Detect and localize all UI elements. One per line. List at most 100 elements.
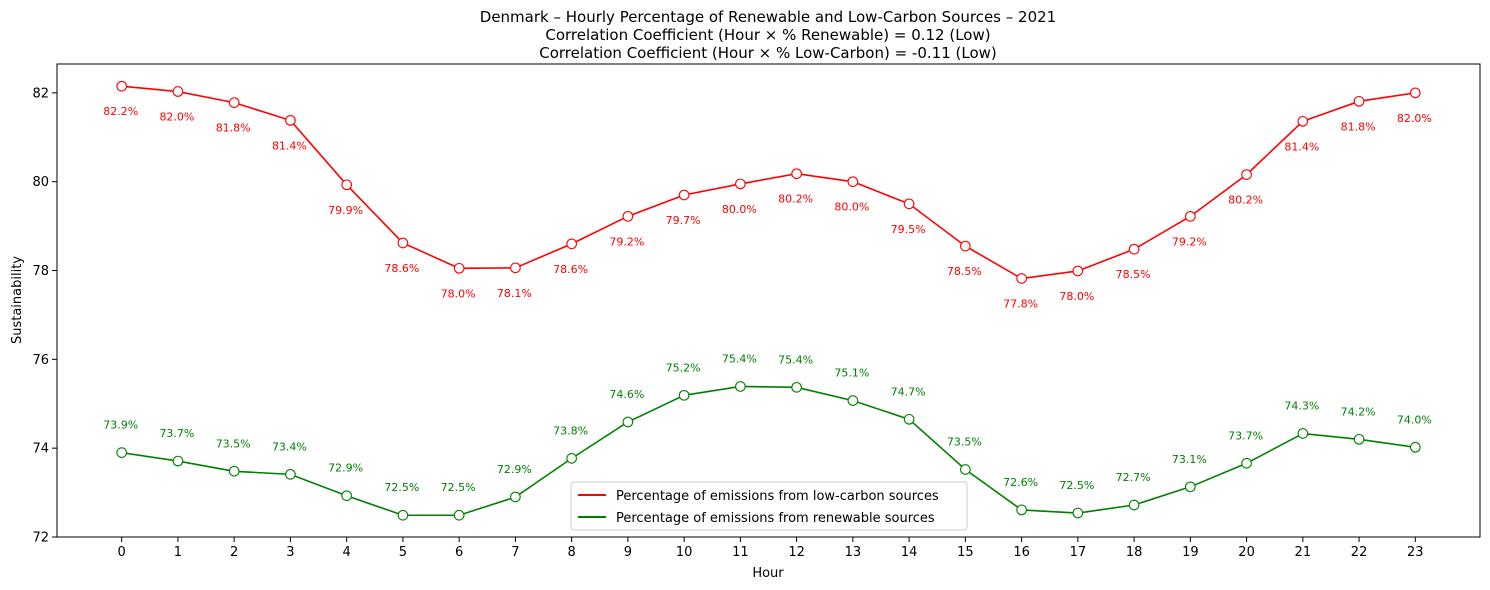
x-tick-label: 14 xyxy=(901,545,918,560)
x-tick-label: 9 xyxy=(624,545,632,560)
data-point xyxy=(903,413,915,425)
y-tick-label: 80 xyxy=(32,175,49,190)
data-label: 73.9% xyxy=(103,419,138,432)
data-label: 78.0% xyxy=(1059,290,1094,303)
x-tick-label: 11 xyxy=(732,545,749,560)
title-line-3: Correlation Coefficient (Hour × % Low-Ca… xyxy=(539,44,997,62)
data-point xyxy=(397,509,409,521)
x-tick-label: 0 xyxy=(118,545,126,560)
data-label: 74.3% xyxy=(1284,400,1319,413)
data-label: 82.0% xyxy=(159,111,194,124)
data-point xyxy=(960,240,971,252)
data-label: 82.2% xyxy=(103,105,138,118)
x-tick-label: 4 xyxy=(343,545,351,560)
legend-label-renewable: Percentage of emissions from renewable s… xyxy=(616,511,935,526)
data-point xyxy=(1072,265,1084,277)
data-point xyxy=(1184,210,1196,222)
data-point xyxy=(960,464,971,475)
data-label: 78.0% xyxy=(441,287,476,300)
data-point xyxy=(510,491,521,503)
data-point xyxy=(1184,481,1196,493)
x-axis: 0 1 2 3 4 5 6 7 8 9 10 11 12 13 14 15 16 17 18 19 20 21 22 23 xyxy=(118,537,1424,560)
x-tick-label: 23 xyxy=(1407,545,1424,560)
data-point xyxy=(341,490,353,502)
data-label: 72.7% xyxy=(1116,471,1151,484)
data-label: 73.4% xyxy=(272,440,307,453)
data-point xyxy=(791,381,802,393)
data-point xyxy=(903,198,915,210)
data-point xyxy=(116,447,128,458)
data-point xyxy=(341,179,353,191)
x-tick-label: 7 xyxy=(511,545,519,560)
data-point xyxy=(622,416,634,428)
data-label: 72.9% xyxy=(328,462,363,475)
legend-box xyxy=(570,481,968,531)
data-label: 77.8% xyxy=(1003,298,1038,311)
x-tick-label: 21 xyxy=(1295,545,1312,560)
data-label: 80.0% xyxy=(722,203,757,216)
data-point xyxy=(228,465,240,477)
data-label: 72.6% xyxy=(1003,476,1038,489)
data-label: 72.5% xyxy=(1059,479,1094,492)
data-point xyxy=(1297,428,1309,439)
data-label: 72.9% xyxy=(497,463,532,476)
data-label: 79.9% xyxy=(328,204,363,217)
title-line-2: Correlation Coefficient (Hour × % Renewa… xyxy=(545,26,990,44)
data-point xyxy=(678,389,690,401)
data-point xyxy=(847,176,859,188)
y-tick-label: 78 xyxy=(32,264,49,279)
data-label: 73.7% xyxy=(159,427,194,440)
data-point xyxy=(1297,115,1309,127)
data-point xyxy=(1353,433,1365,445)
data-label: 78.1% xyxy=(497,287,532,300)
x-tick-label: 19 xyxy=(1182,545,1199,560)
data-point xyxy=(453,509,465,521)
y-tick-label: 72 xyxy=(32,531,49,546)
data-point xyxy=(791,168,802,180)
data-point xyxy=(1016,273,1027,284)
data-point xyxy=(566,453,577,464)
data-label: 81.4% xyxy=(272,139,307,152)
data-point xyxy=(678,189,690,201)
data-label: 78.5% xyxy=(1116,268,1151,281)
x-tick-label: 2 xyxy=(230,545,238,560)
data-point xyxy=(172,455,184,467)
data-label: 72.5% xyxy=(384,481,419,494)
data-label: 73.5% xyxy=(216,437,251,450)
data-point xyxy=(285,469,296,480)
data-point xyxy=(566,238,577,250)
data-point xyxy=(735,178,746,190)
data-point xyxy=(510,262,521,274)
x-tick-label: 3 xyxy=(286,545,294,560)
data-label: 72.5% xyxy=(441,481,476,494)
y-axis-label: Sustainability xyxy=(10,256,25,344)
data-point xyxy=(1128,243,1140,255)
data-label: 78.5% xyxy=(947,265,982,278)
series-group: 82.2% 82.0% 81.8% 81.4% 79.9% 78.6% 78.0% 78.1%… xyxy=(103,80,1432,521)
data-label: 82.0% xyxy=(1397,112,1432,125)
data-point xyxy=(228,97,240,108)
data-point xyxy=(172,86,184,97)
data-point xyxy=(453,262,465,274)
title-line-1: Denmark – Hourly Percentage of Renewable… xyxy=(480,8,1056,26)
data-label: 78.6% xyxy=(553,263,588,276)
chart-title: Denmark – Hourly Percentage of Renewable… xyxy=(480,8,1056,62)
data-label: 75.4% xyxy=(722,352,757,365)
data-point xyxy=(397,237,409,249)
x-tick-label: 5 xyxy=(399,545,407,560)
data-point xyxy=(1128,499,1140,511)
data-point xyxy=(1409,87,1421,99)
data-label: 81.8% xyxy=(216,122,251,135)
data-point xyxy=(1241,457,1252,469)
x-axis-label: Hour xyxy=(752,566,784,581)
y-tick-label: 74 xyxy=(32,442,49,457)
series-line xyxy=(121,85,1416,280)
x-tick-label: 18 xyxy=(1126,545,1143,560)
data-label: 73.8% xyxy=(553,424,588,437)
series-0: 82.2% 82.0% 81.8% 81.4% 79.9% 78.6% 78.0% 78.1%… xyxy=(103,80,1432,311)
data-label: 74.2% xyxy=(1341,405,1376,418)
data-label: 75.4% xyxy=(778,353,813,366)
data-label: 73.7% xyxy=(1228,429,1263,442)
x-tick-label: 8 xyxy=(568,545,576,560)
